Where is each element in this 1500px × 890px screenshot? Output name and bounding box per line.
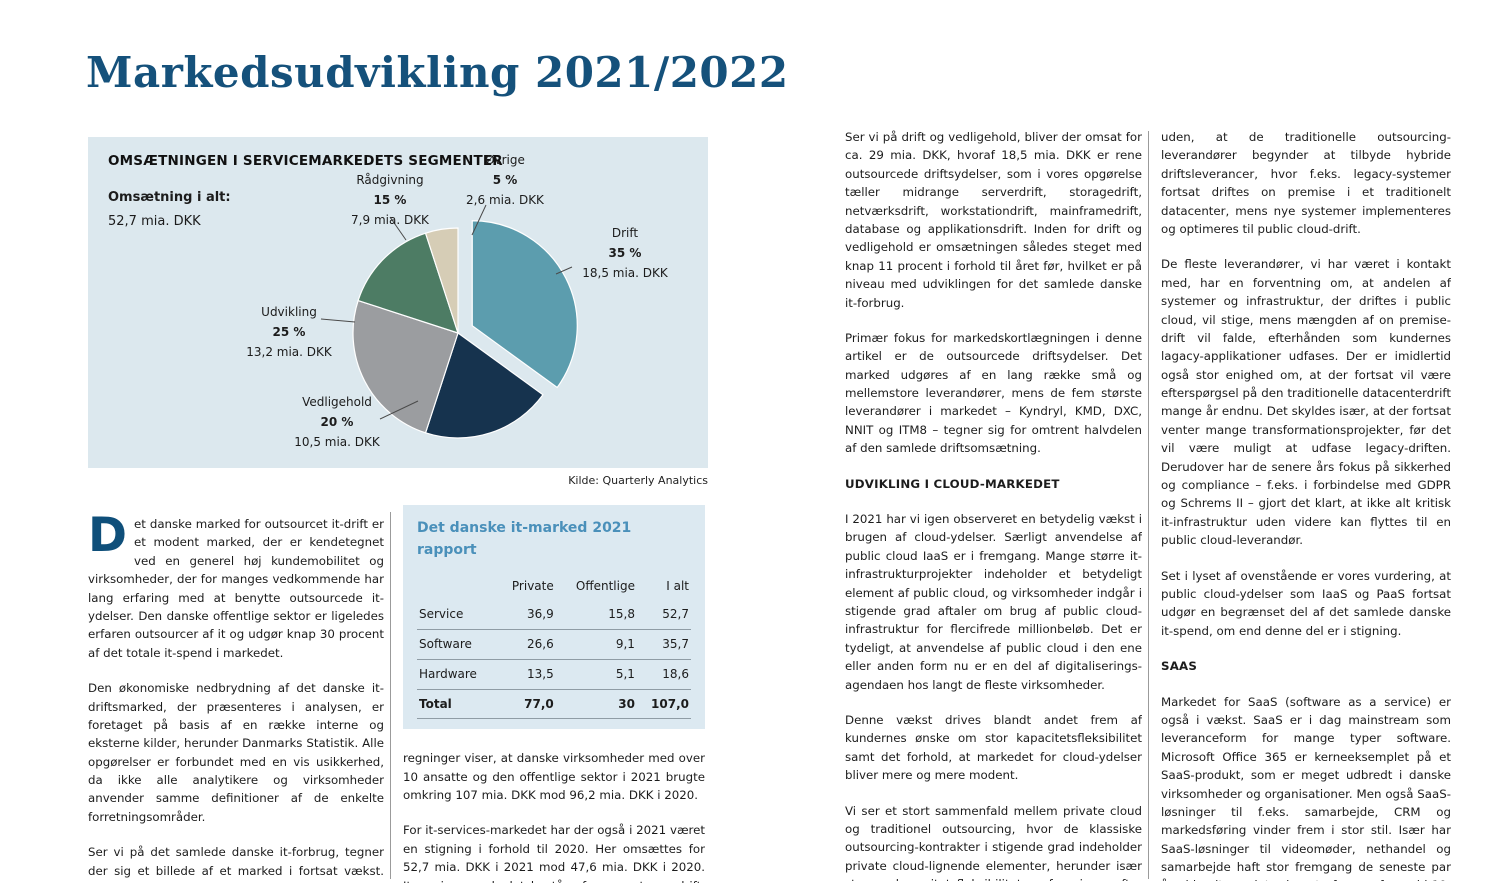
segment-value: 7,9 mia. DKK bbox=[351, 213, 429, 227]
cell: 15,8 bbox=[555, 600, 637, 631]
row-label: Service bbox=[417, 600, 497, 631]
segment-name: Rådgivning bbox=[356, 173, 424, 187]
segment-name: Øvrige bbox=[485, 153, 525, 167]
row-label: Software bbox=[417, 629, 497, 660]
cell: 30 bbox=[555, 689, 637, 720]
pie-label-udvikling: Udvikling 25 % 13,2 mia. DKK bbox=[214, 302, 364, 362]
segment-name: Udvikling bbox=[261, 305, 317, 319]
source-note: Kilde: Quarterly Analytics bbox=[568, 474, 708, 487]
article-column-4: uden, at de traditionelle outsourcing-le… bbox=[1161, 128, 1451, 881]
paragraph: I 2021 har vi igen observeret en betydel… bbox=[845, 512, 1142, 692]
it-market-table: Private Offentlige I alt Service 36,9 15… bbox=[417, 572, 691, 720]
pie-segment-drift bbox=[471, 220, 578, 389]
cell: 35,7 bbox=[636, 629, 691, 660]
column-header: Private bbox=[511, 578, 554, 593]
article-column-3: Ser vi på drift og vedligehold, bliver d… bbox=[845, 128, 1142, 881]
segment-name: Drift bbox=[611, 226, 639, 240]
paragraph: Ser vi på drift og vedligehold, bliver d… bbox=[845, 130, 1142, 310]
cell: 36,9 bbox=[496, 600, 556, 631]
table-title: Det danske it-marked 2021 rapport bbox=[417, 520, 632, 558]
cell: 77,0 bbox=[496, 689, 556, 720]
pie-label-oevrige: Øvrige 5 % 2,6 mia. DKK bbox=[430, 150, 580, 210]
cell: 18,6 bbox=[636, 659, 691, 690]
row-label: Total bbox=[417, 689, 497, 720]
chart-total-value: 52,7 mia. DKK bbox=[108, 214, 201, 229]
paragraph: regninger viser, at danske virksomheder … bbox=[403, 751, 705, 803]
table-row: Service 36,9 15,8 52,7 bbox=[417, 600, 691, 631]
paragraph: Markedet for SaaS (software as a service… bbox=[1161, 694, 1451, 881]
pie-segment-øvrige bbox=[424, 227, 459, 334]
column-header: I alt bbox=[666, 578, 689, 593]
segment-percent: 5 % bbox=[492, 173, 518, 187]
cell: 52,7 bbox=[636, 600, 691, 631]
row-label: Hardware bbox=[417, 659, 497, 690]
column-divider bbox=[1148, 131, 1149, 879]
paragraph: Den økonomiske nedbrydning af det danske… bbox=[88, 681, 384, 824]
column-header-empty bbox=[417, 572, 497, 601]
pie-leader-lines bbox=[320, 204, 573, 420]
pie-label-vedligehold: Vedligehold 20 % 10,5 mia. DKK bbox=[262, 392, 412, 452]
table-total-row: Total 77,0 30 107,0 bbox=[417, 689, 691, 720]
article-column-2: Det danske it-marked 2021 rapport Privat… bbox=[403, 505, 705, 883]
paragraph: Ser vi på det samlede danske it-forbrug,… bbox=[88, 845, 384, 878]
segment-percent: 25 % bbox=[272, 325, 306, 339]
column-header: Offentlige bbox=[575, 578, 635, 593]
revenue-segments-panel: OMSÆTNINGEN I SERVICEMARKEDETS SEGMENTER… bbox=[88, 137, 708, 468]
paragraph: Denne vækst drives blandt andet frem af … bbox=[845, 712, 1142, 783]
segment-value: 13,2 mia. DKK bbox=[246, 345, 332, 359]
paragraph: For it-services-markedet har der også i … bbox=[403, 823, 705, 883]
pie-label-drift: Drift 35 % 18,5 mia. DKK bbox=[550, 223, 700, 283]
dropcap: D bbox=[88, 515, 128, 563]
segment-value: 2,6 mia. DKK bbox=[466, 193, 544, 207]
chart-total-label: Omsætning i alt: bbox=[108, 190, 231, 205]
segment-value: 18,5 mia. DKK bbox=[582, 266, 668, 280]
segment-name: Vedligehold bbox=[302, 395, 372, 409]
chart-title: OMSÆTNINGEN I SERVICEMARKEDETS SEGMENTER bbox=[108, 153, 503, 169]
section-heading-cloud: UDVIKLING I CLOUD-MARKEDET bbox=[845, 476, 1060, 491]
pie-label-raadgivning: Rådgivning 15 % 7,9 mia. DKK bbox=[315, 170, 465, 230]
segment-percent: 15 % bbox=[373, 193, 407, 207]
segment-percent: 35 % bbox=[608, 246, 642, 260]
table-row: Software 26,6 9,1 35,7 bbox=[417, 629, 691, 660]
paragraph: De fleste leverandører, vi har været i k… bbox=[1161, 257, 1451, 548]
pie-segment-vedligehold bbox=[424, 332, 544, 439]
cell: 9,1 bbox=[555, 629, 637, 660]
table-header-row: Private Offentlige I alt bbox=[417, 572, 691, 601]
column-divider bbox=[390, 512, 391, 879]
paragraph: Primær fokus for markedskortlægningen i … bbox=[845, 330, 1142, 456]
cell: 26,6 bbox=[496, 629, 556, 660]
page-title: Markedsudvikling 2021/2022 bbox=[86, 48, 789, 97]
pie-chart bbox=[320, 204, 578, 439]
chart-total-block: Omsætning i alt: 52,7 mia. DKK bbox=[108, 190, 231, 229]
segment-value: 10,5 mia. DKK bbox=[294, 435, 380, 449]
cell: 5,1 bbox=[555, 659, 637, 690]
section-heading-saas: SAAS bbox=[1161, 659, 1198, 674]
pie-segment-udvikling bbox=[352, 299, 459, 434]
cell: 13,5 bbox=[496, 659, 556, 690]
paragraph: Vi ser et stort sammenfald mellem privat… bbox=[845, 803, 1142, 882]
segment-percent: 20 % bbox=[320, 415, 354, 429]
table-row: Hardware 13,5 5,1 18,6 bbox=[417, 659, 691, 690]
cell: 107,0 bbox=[636, 689, 691, 720]
paragraph: uden, at de traditionelle outsourcing-le… bbox=[1161, 130, 1451, 236]
paragraph: Set i lyset af ovenstående er vores vurd… bbox=[1161, 568, 1451, 638]
it-market-table-box: Det danske it-marked 2021 rapport Privat… bbox=[403, 505, 705, 730]
paragraph-text: et danske marked for outsourcet it-drift… bbox=[88, 517, 384, 660]
